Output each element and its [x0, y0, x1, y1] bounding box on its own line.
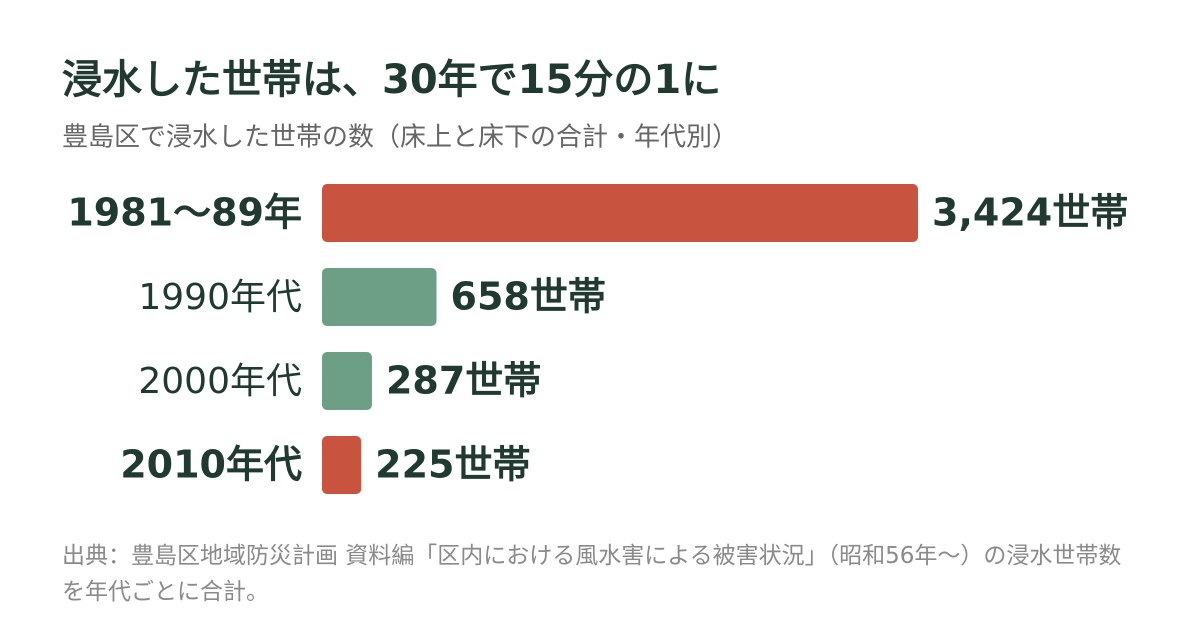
value-label: 658世帯	[451, 275, 606, 319]
value-label: 287世帯	[386, 359, 541, 403]
category-label: 2000年代	[138, 361, 302, 402]
bar	[322, 352, 372, 410]
bar	[322, 268, 437, 326]
category-label: 2010年代	[120, 443, 302, 487]
chart-title: 浸水した世帯は、30年で15分の1に	[62, 57, 721, 103]
chart-subtitle: 豊島区で浸水した世帯の数（床上と床下の合計・年代別）	[62, 123, 738, 153]
bar	[322, 184, 918, 242]
source-note: 出典：豊島区地域防災計画 資料編「区内における風水害による被害状況」（昭和56年…	[62, 543, 1122, 605]
category-label: 1981〜89年	[67, 191, 302, 235]
category-label: 1990年代	[138, 277, 302, 318]
value-label: 3,424世帯	[932, 191, 1128, 235]
value-label: 225世帯	[375, 443, 530, 487]
bar	[322, 436, 362, 494]
